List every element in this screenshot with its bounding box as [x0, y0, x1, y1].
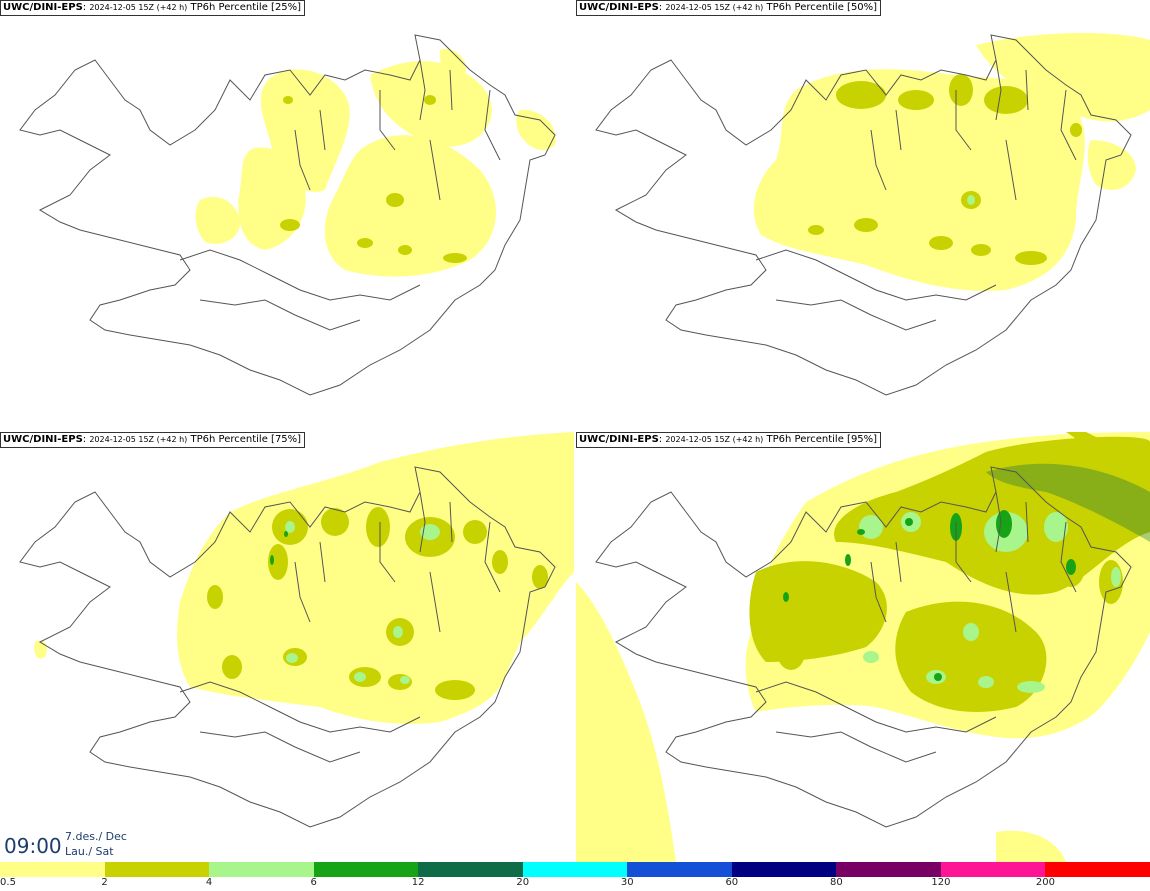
- legend-label: 60: [725, 877, 739, 888]
- legend-label: 0.5: [0, 877, 16, 888]
- legend-label: 2: [101, 877, 108, 888]
- precip-layer-olive: [749, 432, 1150, 712]
- panel-title: UWC/DINI-EPS: 2024-12-05 15Z (+42 h) TP6…: [0, 432, 306, 448]
- legend-label: 4: [205, 877, 213, 888]
- precip-layer-olive: [280, 95, 467, 263]
- field-name: TP6h Percentile: [766, 2, 844, 13]
- legend-swatch: [627, 862, 733, 877]
- model-name: UWC/DINI-EPS: [579, 434, 659, 445]
- legend-swatch: [418, 862, 524, 877]
- legend-swatch: [940, 862, 1046, 877]
- legend-swatch: [836, 862, 942, 877]
- percentile-label: [95%]: [847, 434, 878, 445]
- percentile-label: [50%]: [847, 2, 878, 13]
- map-panel-50: UWC/DINI-EPS: 2024-12-05 15Z (+42 h) TP6…: [576, 0, 1150, 430]
- field-name: TP6h Percentile: [190, 434, 268, 445]
- precip-layer-green: [967, 195, 975, 205]
- legend-swatch: [313, 862, 419, 877]
- iceland-coastline: [19, 466, 556, 828]
- legend-swatch: [1045, 862, 1150, 877]
- legend-swatch: [209, 862, 315, 877]
- run-time: 2024-12-05 15Z (+42 h): [89, 3, 188, 12]
- model-name: UWC/DINI-EPS: [579, 2, 659, 13]
- panel-title: UWC/DINI-EPS: 2024-12-05 15Z (+42 h) TP6…: [0, 0, 306, 16]
- precip-map: [19, 432, 574, 828]
- field-name: TP6h Percentile: [190, 2, 268, 13]
- iceland-coastline: [595, 34, 1132, 396]
- map-panel-75: UWC/DINI-EPS: 2024-12-05 15Z (+42 h) TP6…: [0, 432, 574, 862]
- field-name: TP6h Percentile: [766, 434, 844, 445]
- panel-title: UWC/DINI-EPS: 2024-12-05 15Z (+42 h) TP6…: [576, 432, 882, 448]
- color-legend: 0.5 2 4 6 12 20 30 60 80 120 200: [0, 862, 1150, 891]
- legend-swatch: [0, 862, 105, 877]
- percentile-label: [75%]: [271, 434, 302, 445]
- panel-title: UWC/DINI-EPS: 2024-12-05 15Z (+42 h) TP6…: [576, 0, 882, 16]
- model-name: UWC/DINI-EPS: [3, 434, 83, 445]
- precip-map: [595, 33, 1150, 396]
- valid-time-box: 09:00 7.des./ Dec Lau./ Sat: [0, 827, 133, 862]
- valid-date-line2: Lau./ Sat: [65, 845, 114, 858]
- legend-label: 30: [620, 877, 634, 888]
- map-panel-25: UWC/DINI-EPS: 2024-12-05 15Z (+42 h) TP6…: [0, 0, 574, 430]
- iceland-coastline: [19, 34, 556, 396]
- precip-map: [19, 34, 556, 396]
- iceland-coastline: [595, 466, 1132, 828]
- run-time: 2024-12-05 15Z (+42 h): [665, 435, 764, 444]
- legend-label: 200: [1035, 877, 1055, 888]
- precip-map: [576, 432, 1150, 862]
- legend-label: 12: [411, 877, 425, 888]
- legend-swatch: [522, 862, 628, 877]
- precip-layer-yellow: [195, 49, 556, 277]
- legend-label: 6: [310, 877, 317, 888]
- run-time: 2024-12-05 15Z (+42 h): [665, 3, 764, 12]
- map-panel-95: UWC/DINI-EPS: 2024-12-05 15Z (+42 h) TP6…: [576, 432, 1150, 862]
- valid-date-line1: 7.des./ Dec: [65, 830, 127, 843]
- legend-label: 20: [516, 877, 530, 888]
- precip-layer-green: [285, 521, 440, 684]
- model-name: UWC/DINI-EPS: [3, 2, 83, 13]
- legend-label: 120: [931, 877, 951, 888]
- legend-label: 80: [829, 877, 843, 888]
- precip-layer-yellow: [753, 33, 1150, 291]
- precip-layer-darkgreen: [270, 531, 288, 565]
- legend-swatch: [104, 862, 210, 877]
- run-time: 2024-12-05 15Z (+42 h): [89, 435, 188, 444]
- legend-swatch: [731, 862, 837, 877]
- valid-time-clock: 09:00: [4, 834, 62, 858]
- percentile-label: [25%]: [271, 2, 302, 13]
